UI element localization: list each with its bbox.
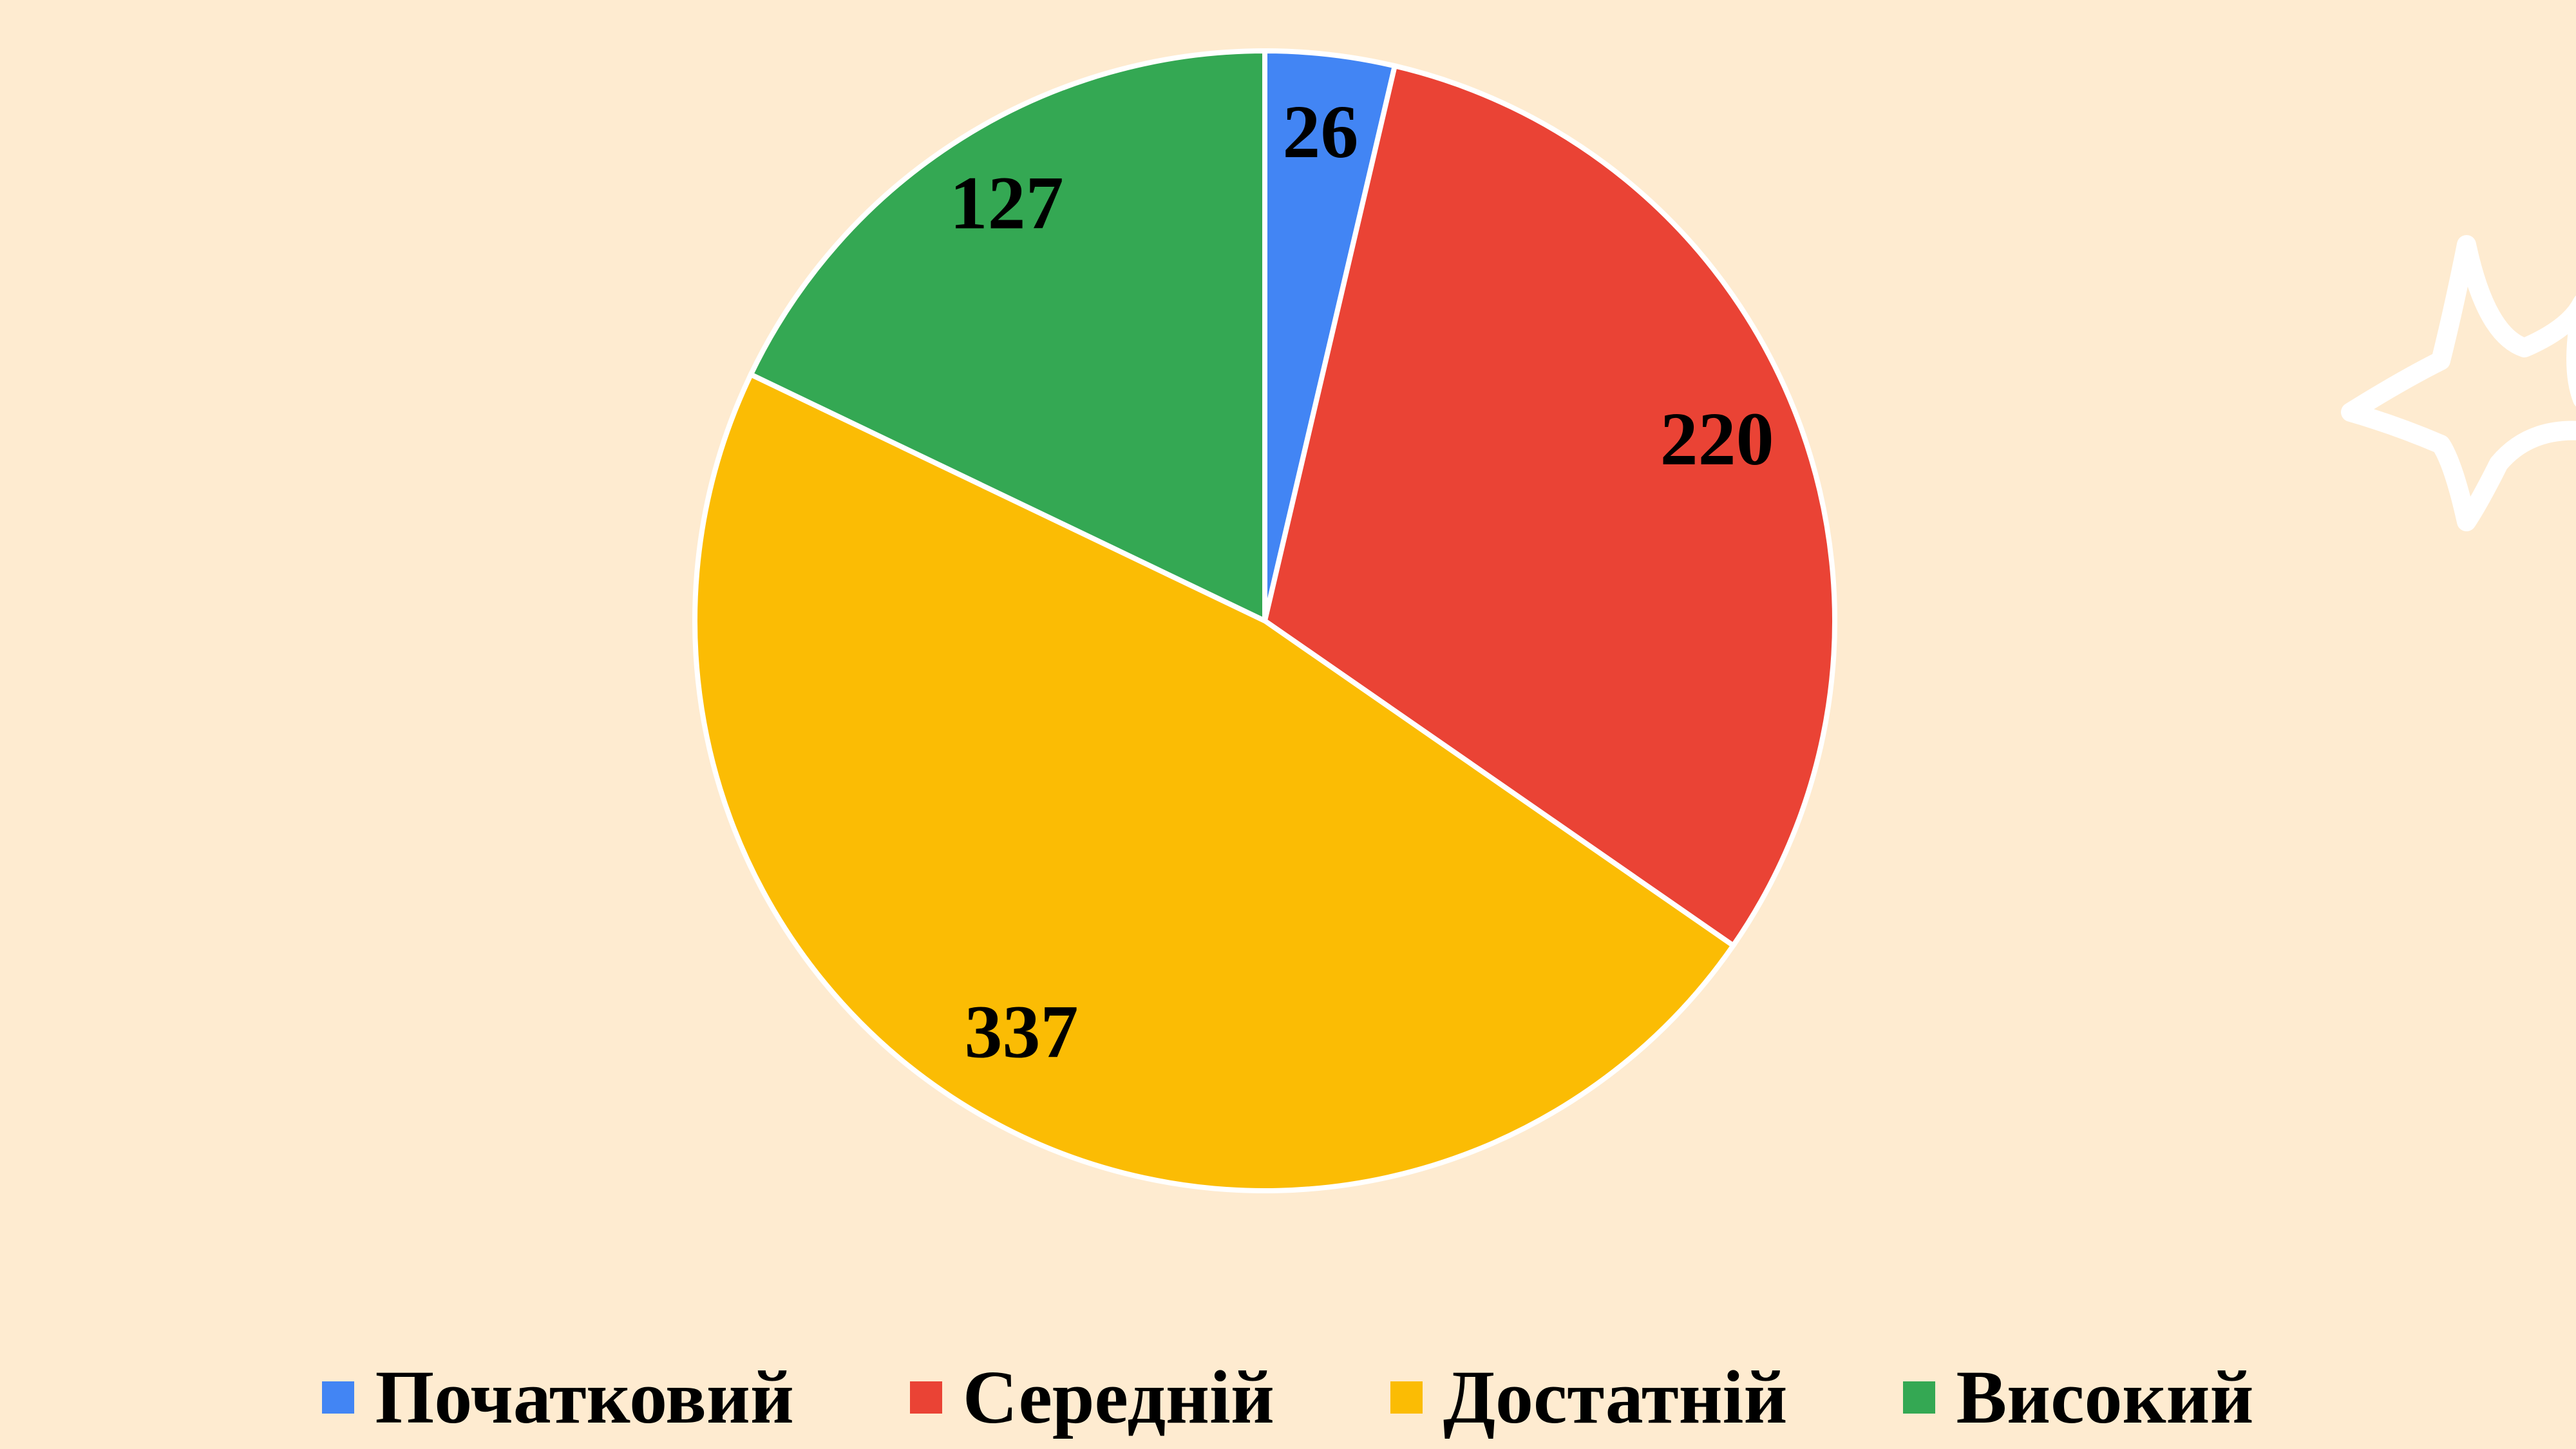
legend-swatch (909, 1381, 942, 1414)
legend-label: Початковий (375, 1355, 794, 1439)
data-label: 127 (950, 161, 1064, 245)
legend-swatch (1390, 1381, 1423, 1414)
legend-swatch (1903, 1381, 1936, 1414)
legend-item: Середній (909, 1354, 1274, 1441)
data-label: 26 (1282, 90, 1358, 174)
legend-label: Високий (1956, 1355, 2254, 1439)
legend-item: Високий (1903, 1354, 2254, 1441)
star-decoration (2341, 235, 2576, 531)
legend-swatch (322, 1381, 355, 1414)
legend-item: Початковий (322, 1354, 794, 1441)
legend: Початковий Середній Достатній Високий (0, 1352, 2576, 1443)
legend-label: Достатній (1443, 1355, 1788, 1439)
pie-slice (1262, 62, 1837, 949)
pie-slice (747, 48, 1267, 625)
pie-slice (692, 371, 1737, 1193)
data-label: 220 (1660, 397, 1774, 481)
legend-item: Достатній (1390, 1354, 1788, 1441)
data-label: 337 (964, 989, 1078, 1074)
legend-label: Середній (962, 1355, 1274, 1439)
